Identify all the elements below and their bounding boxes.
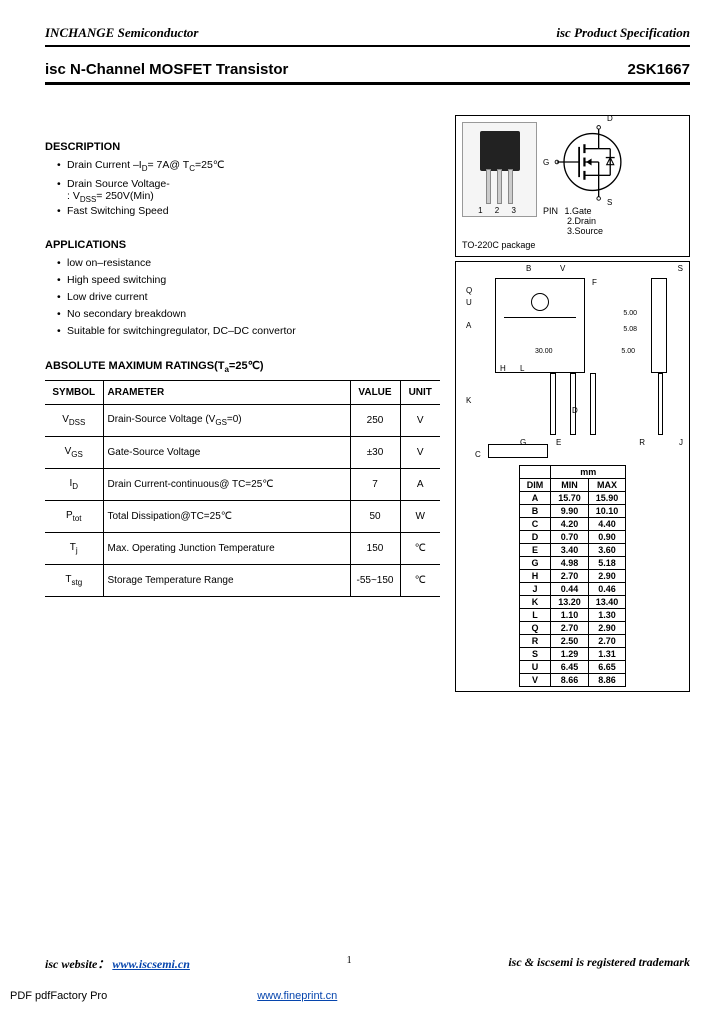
pdf-footer: PDF pdfFactory Pro www.fineprint.cn [0, 990, 720, 1002]
pin2: 2.Drain [567, 216, 596, 226]
dimensions-table: mm DIMMINMAX A15.7015.90 B9.9010.10 C4.2… [519, 465, 627, 687]
pin-numbers: 1 2 3 [478, 206, 521, 215]
ratings-body: VDSSDrain-Source Voltage (VGS=0)250V VGS… [45, 405, 440, 597]
ratings-heading: ABSOLUTE MAXIMUM RATINGS(Ta=25℃) [45, 359, 440, 374]
app-item: High speed switching [57, 274, 440, 286]
app-item: low on–resistance [57, 257, 440, 269]
trademark-text: isc & iscsemi is registered trademark [508, 955, 690, 972]
col-value: VALUE [350, 381, 400, 405]
page-footer: isc website： www.iscsemi.cn 1 isc & iscs… [45, 955, 690, 972]
pdf-app: PDF pdfFactory Pro [10, 990, 107, 1002]
applications-heading: APPLICATIONS [45, 239, 440, 251]
mosfet-symbol-icon [543, 122, 633, 202]
package-photo: 1 2 3 [462, 122, 537, 217]
description-list2: Fast Switching Speed [45, 205, 440, 217]
title-row: isc N-Channel MOSFET Transistor 2SK1667 [45, 57, 690, 85]
col-unit: UNIT [400, 381, 440, 405]
product-title: isc N-Channel MOSFET Transistor [45, 61, 288, 78]
applications-list: low on–resistance High speed switching L… [45, 257, 440, 337]
website-label: isc website： [45, 957, 109, 971]
desc-item: Fast Switching Speed [57, 205, 440, 217]
website-link[interactable]: www.iscsemi.cn [112, 957, 190, 971]
desc-sub: : VDSS= 250V(Min) [45, 190, 440, 204]
fineprint-link[interactable]: www.fineprint.cn [257, 990, 337, 1002]
description-list: Drain Current –ID= 7A@ TC=25℃ Drain Sour… [45, 159, 440, 190]
app-item: No secondary breakdown [57, 308, 440, 320]
part-number: 2SK1667 [627, 61, 690, 78]
company-name: INCHANGE Semiconductor [45, 25, 199, 41]
pin1: 1.Gate [565, 206, 592, 216]
page-number: 1 [347, 955, 352, 972]
ratings-table: SYMBOL ARAMETER VALUE UNIT VDSSDrain-Sou… [45, 380, 440, 597]
dimension-drawing: A B V F Q U H L K G E D C S J R 5.00 [460, 266, 685, 461]
col-symbol: SYMBOL [45, 381, 103, 405]
app-item: Low drive current [57, 291, 440, 303]
col-param: ARAMETER [103, 381, 350, 405]
pin-heading: PIN [543, 206, 558, 216]
description-heading: DESCRIPTION [45, 141, 440, 153]
package-box: 1 2 3 [455, 115, 690, 257]
dimension-box: A B V F Q U H L K G E D C S J R 5.00 [455, 261, 690, 692]
desc-item: Drain Current –ID= 7A@ TC=25℃ [57, 159, 440, 173]
pin3: 3.Source [567, 226, 603, 236]
page-header: INCHANGE Semiconductor isc Product Speci… [45, 25, 690, 47]
spec-label: isc Product Specification [556, 25, 690, 41]
package-type: TO-220C package [462, 240, 535, 250]
app-item: Suitable for switchingregulator, DC–DC c… [57, 325, 440, 337]
desc-item: Drain Source Voltage- [57, 178, 440, 190]
